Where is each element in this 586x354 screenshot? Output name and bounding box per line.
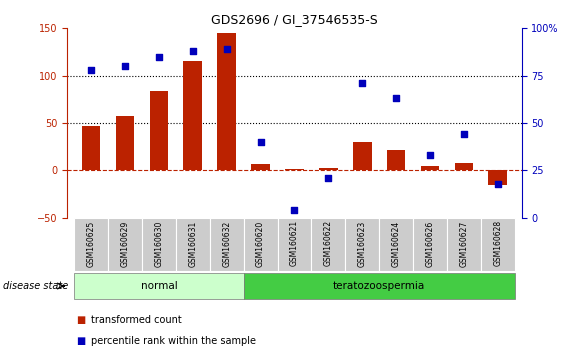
Bar: [115, 116, 134, 170]
Bar: [447, 218, 481, 271]
Point: [391, 96, 401, 101]
Bar: [183, 62, 202, 170]
Title: GDS2696 / GI_37546535-S: GDS2696 / GI_37546535-S: [211, 13, 378, 26]
Bar: [176, 218, 210, 271]
Point: [120, 63, 130, 69]
Bar: [421, 166, 440, 170]
Point: [425, 152, 435, 158]
Bar: [74, 273, 244, 299]
Bar: [108, 218, 142, 271]
Point: [154, 54, 163, 59]
Bar: [481, 218, 515, 271]
Bar: [387, 150, 406, 170]
Text: GSM160632: GSM160632: [222, 220, 231, 267]
Text: GSM160629: GSM160629: [121, 220, 130, 267]
Point: [256, 139, 265, 145]
Bar: [345, 218, 379, 271]
Bar: [379, 218, 413, 271]
Bar: [489, 170, 507, 184]
Bar: [455, 163, 473, 170]
Point: [459, 132, 469, 137]
Bar: [142, 218, 176, 271]
Text: disease state: disease state: [3, 281, 68, 291]
Bar: [149, 91, 168, 170]
Text: GSM160623: GSM160623: [357, 220, 367, 267]
Bar: [311, 218, 345, 271]
Text: GSM160620: GSM160620: [256, 220, 265, 267]
Bar: [413, 218, 447, 271]
Point: [357, 80, 367, 86]
Bar: [217, 33, 236, 170]
Point: [290, 207, 299, 213]
Text: GSM160624: GSM160624: [391, 220, 401, 267]
Bar: [244, 273, 515, 299]
Point: [493, 181, 503, 187]
Point: [188, 48, 197, 54]
Text: GSM160621: GSM160621: [290, 220, 299, 267]
Text: ■: ■: [76, 336, 86, 346]
Text: teratozoospermia: teratozoospermia: [333, 281, 425, 291]
Text: normal: normal: [141, 281, 178, 291]
Text: GSM160622: GSM160622: [324, 220, 333, 267]
Bar: [278, 218, 311, 271]
Point: [323, 175, 333, 181]
Text: GSM160626: GSM160626: [425, 220, 435, 267]
Text: GSM160628: GSM160628: [493, 220, 502, 267]
Text: percentile rank within the sample: percentile rank within the sample: [91, 336, 256, 346]
Text: GSM160631: GSM160631: [188, 220, 197, 267]
Bar: [74, 218, 108, 271]
Bar: [210, 218, 244, 271]
Point: [86, 67, 96, 73]
Text: GSM160627: GSM160627: [459, 220, 468, 267]
Bar: [244, 218, 278, 271]
Bar: [319, 169, 338, 170]
Text: GSM160630: GSM160630: [154, 220, 163, 267]
Bar: [251, 164, 270, 170]
Point: [222, 46, 231, 52]
Text: ■: ■: [76, 315, 86, 325]
Bar: [353, 142, 372, 170]
Bar: [82, 126, 100, 170]
Text: GSM160625: GSM160625: [87, 220, 96, 267]
Text: transformed count: transformed count: [91, 315, 182, 325]
